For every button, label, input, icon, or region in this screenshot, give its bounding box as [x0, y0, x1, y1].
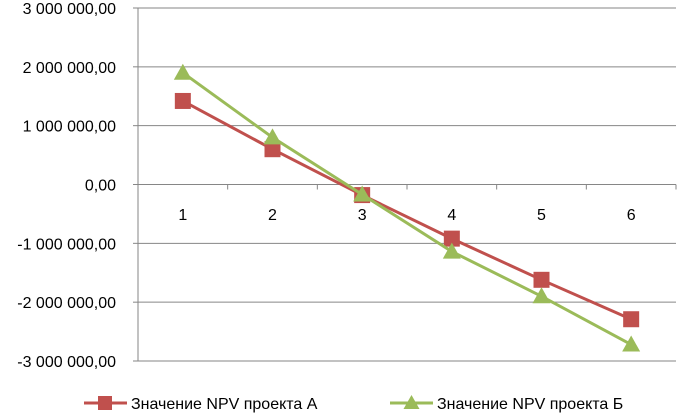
- legend-marker-a: [98, 396, 112, 410]
- x-tick-label: 2: [268, 207, 277, 224]
- legend: Значение NPV проекта А Значение NPV прое…: [84, 395, 623, 413]
- data-point-triangle: [263, 128, 282, 145]
- x-tick-label: 5: [537, 207, 546, 224]
- data-point-triangle: [622, 335, 641, 352]
- series-a: [174, 92, 640, 328]
- x-tick-label: 3: [358, 207, 367, 224]
- data-point-triangle: [532, 287, 551, 304]
- x-tick-label: 6: [627, 207, 636, 224]
- series-line: [182, 99, 632, 321]
- data-point-square: [443, 230, 460, 247]
- data-point-square: [533, 271, 550, 288]
- legend-item-a: Значение NPV проекта А: [84, 396, 318, 413]
- y-tick-label: -2 000 000,00: [17, 295, 116, 312]
- data-point-triangle: [442, 242, 461, 259]
- x-tick-label: 4: [447, 207, 456, 224]
- data-point-square: [623, 311, 640, 328]
- data-point-triangle: [353, 185, 372, 202]
- y-tick-label: 3 000 000,00: [23, 1, 117, 18]
- series-b: [173, 63, 641, 352]
- y-tick-label: 1 000 000,00: [23, 119, 117, 136]
- legend-label-a: Значение NPV проекта А: [131, 396, 318, 413]
- x-axis-ticks: 1 2 3 4 5 6: [178, 207, 635, 224]
- legend-marker-b: [403, 395, 420, 409]
- series-line: [181, 71, 632, 346]
- y-tick-label: -1 000 000,00: [17, 236, 116, 253]
- y-tick-label: -3 000 000,00: [17, 354, 116, 371]
- data-point-square: [264, 141, 281, 158]
- legend-label-b: Значение NPV проекта Б: [437, 396, 623, 413]
- y-axis-ticks: 3 000 000,00 2 000 000,00 1 000 000,00 0,00…: [17, 1, 138, 371]
- data-point-square: [174, 92, 191, 109]
- data-point-triangle: [173, 63, 192, 80]
- series-layer: [173, 63, 641, 352]
- x-tick-label: 1: [178, 207, 187, 224]
- x-axis: [137, 8, 677, 361]
- y-tick-label: 2 000 000,00: [23, 60, 117, 77]
- legend-item-b: Значение NPV проекта Б: [390, 395, 623, 413]
- y-tick-label: 0,00: [85, 178, 116, 195]
